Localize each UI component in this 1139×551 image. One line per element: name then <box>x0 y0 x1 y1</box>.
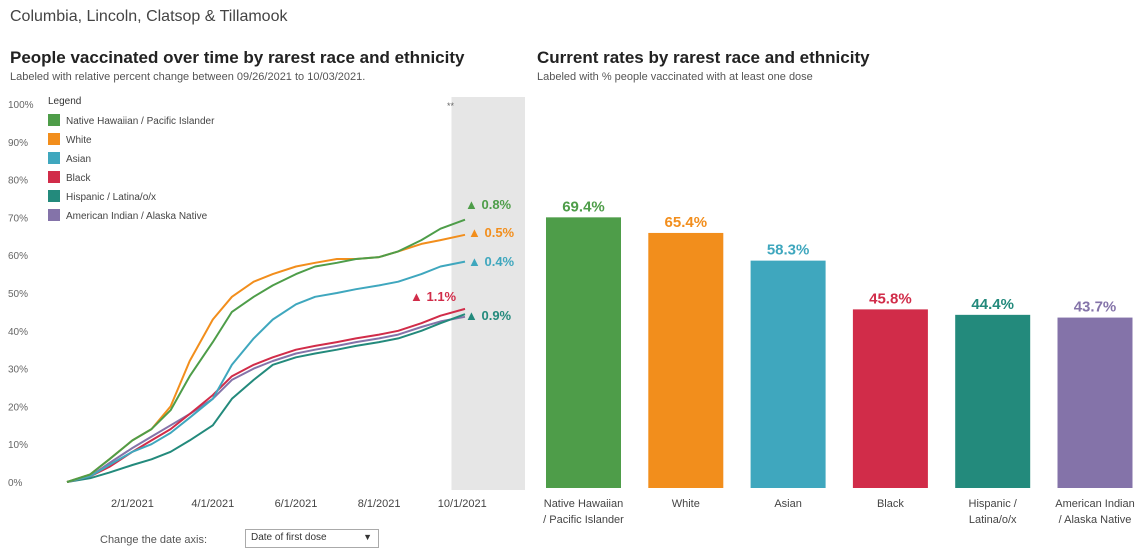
x-tick-label: 8/1/2021 <box>358 498 401 510</box>
y-tick-label: 20% <box>8 402 28 413</box>
bar-category-label: Hispanic / <box>969 498 1018 510</box>
chevron-down-icon: ▼ <box>363 532 372 542</box>
y-tick-label: 10% <box>8 440 28 451</box>
legend-entry: Black <box>66 173 91 184</box>
bar-category-label: Native Hawaiian <box>544 498 623 510</box>
x-tick-label: 10/1/2021 <box>438 498 487 510</box>
series-line <box>66 218 466 483</box>
series-line <box>66 313 466 483</box>
bar <box>955 314 1031 488</box>
legend-title: Legend <box>48 96 81 107</box>
bar-value-label: 44.4% <box>971 296 1014 313</box>
bar-value-label: 65.4% <box>665 214 708 231</box>
bar <box>750 260 826 488</box>
bar-category-label: / Pacific Islander <box>543 514 624 526</box>
bar-chart-subtitle: Labeled with % people vaccinated with at… <box>537 71 813 83</box>
x-tick-label: 2/1/2021 <box>111 498 154 510</box>
y-tick-label: 30% <box>8 365 28 376</box>
legend-swatch <box>48 209 60 221</box>
page-title: Columbia, Lincoln, Clatsop & Tillamook <box>10 8 288 25</box>
bar-category-label: American Indian <box>1055 498 1135 510</box>
legend-entry: American Indian / Alaska Native <box>66 211 208 222</box>
bar-value-label: 43.7% <box>1074 299 1117 316</box>
line-chart-subtitle: Labeled with relative percent change bet… <box>10 71 366 83</box>
series-end-label: ▲ 0.9% <box>465 308 512 323</box>
bar <box>546 217 621 488</box>
bar-value-label: 45.8% <box>869 290 912 307</box>
bar-category-label: Asian <box>774 498 802 510</box>
bar-value-label: 58.3% <box>767 242 810 259</box>
bar <box>648 232 724 488</box>
y-tick-label: 40% <box>8 327 28 338</box>
series-line <box>66 260 466 483</box>
bar-category-label: Black <box>877 498 904 510</box>
y-tick-label: 90% <box>8 138 28 149</box>
legend-entry: Native Hawaiian / Pacific Islander <box>66 116 215 127</box>
date-axis-label: Change the date axis: <box>100 534 208 546</box>
legend-entry: Hispanic / Latina/o/x <box>66 192 156 203</box>
y-tick-label: 60% <box>8 251 28 262</box>
x-tick-label: 6/1/2021 <box>275 498 318 510</box>
y-tick-label: 80% <box>8 176 28 187</box>
bar-category-label: Latina/o/x <box>969 514 1017 526</box>
legend-entry: Asian <box>66 154 91 165</box>
y-tick-label: 50% <box>8 289 28 300</box>
series-end-label: ▲ 0.8% <box>465 197 512 212</box>
y-tick-label: 0% <box>8 478 23 489</box>
series-end-label: ▲ 0.5% <box>468 225 515 240</box>
bar <box>852 309 928 488</box>
x-tick-label: 4/1/2021 <box>191 498 234 510</box>
legend-swatch <box>48 133 60 145</box>
series-line <box>66 315 466 483</box>
bar-category-label: White <box>672 498 700 510</box>
y-tick-label: 70% <box>8 213 28 224</box>
y-tick-label: 100% <box>8 100 34 111</box>
legend-swatch <box>48 171 60 183</box>
legend-swatch <box>48 114 60 126</box>
date-axis-selected-value: Date of first dose <box>251 532 327 543</box>
series-end-label: ▲ 1.1% <box>410 289 457 304</box>
date-axis-dropdown[interactable]: Date of first dose ▼ <box>245 529 379 548</box>
series-end-label: ▲ 0.4% <box>468 254 515 269</box>
legend-swatch <box>48 190 60 202</box>
highlight-week-band <box>451 97 525 490</box>
legend-entry: White <box>66 135 92 146</box>
line-chart-title: People vaccinated over time by rarest ra… <box>10 48 465 67</box>
bar-value-label: 69.4% <box>562 198 605 215</box>
bar-category-label: / Alaska Native <box>1059 514 1132 526</box>
corner-mark: ** <box>447 101 455 111</box>
bar-chart-title: Current rates by rarest race and ethnici… <box>537 48 870 67</box>
bar <box>1057 317 1133 488</box>
legend-swatch <box>48 152 60 164</box>
